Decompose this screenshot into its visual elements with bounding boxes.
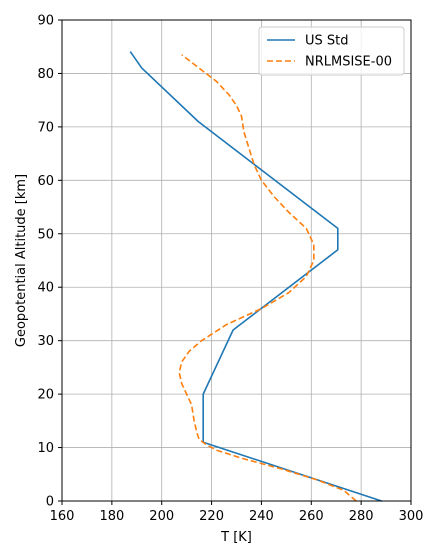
y-tick-label: 20 <box>37 388 54 403</box>
legend-box <box>258 26 405 76</box>
x-tick-label: 200 <box>149 509 174 524</box>
series-lines <box>129 51 383 502</box>
legend: US Std NRLMSISE-00 <box>258 26 405 76</box>
x-tick-label: 260 <box>299 509 324 524</box>
y-tick-label: 90 <box>37 14 54 29</box>
x-tick-label: 280 <box>349 509 374 524</box>
y-tick-label: 80 <box>37 67 54 82</box>
y-tick-label: 0 <box>46 495 54 510</box>
y-tick-label: 30 <box>37 334 54 349</box>
plot-frame <box>61 19 412 502</box>
y-tick-label: 60 <box>37 174 54 189</box>
x-axis-label: T [K] <box>220 530 252 545</box>
x-tick-label: 160 <box>50 509 75 524</box>
x-tick-label: 180 <box>99 509 124 524</box>
x-tick-label: 300 <box>399 509 424 524</box>
y-axis-label: Geopotential Altitude [km] <box>14 174 29 347</box>
series-line-1 <box>129 51 383 502</box>
grid <box>61 19 412 502</box>
x-tick-label: 240 <box>249 509 274 524</box>
legend-label: NRLMSISE-00 <box>305 55 392 70</box>
y-tick-label: 50 <box>37 227 54 242</box>
x-tick-label: 220 <box>199 509 224 524</box>
y-tick-label: 40 <box>37 281 54 296</box>
legend-label: US Std <box>305 34 349 49</box>
y-tick-label: 70 <box>37 120 54 135</box>
ticks: 160 180 200 220 240 260 280 300 0 10 20 30 40 50 60 70 8… <box>37 14 423 525</box>
y-tick-label: 10 <box>37 441 54 456</box>
series-line-2 <box>178 54 357 502</box>
